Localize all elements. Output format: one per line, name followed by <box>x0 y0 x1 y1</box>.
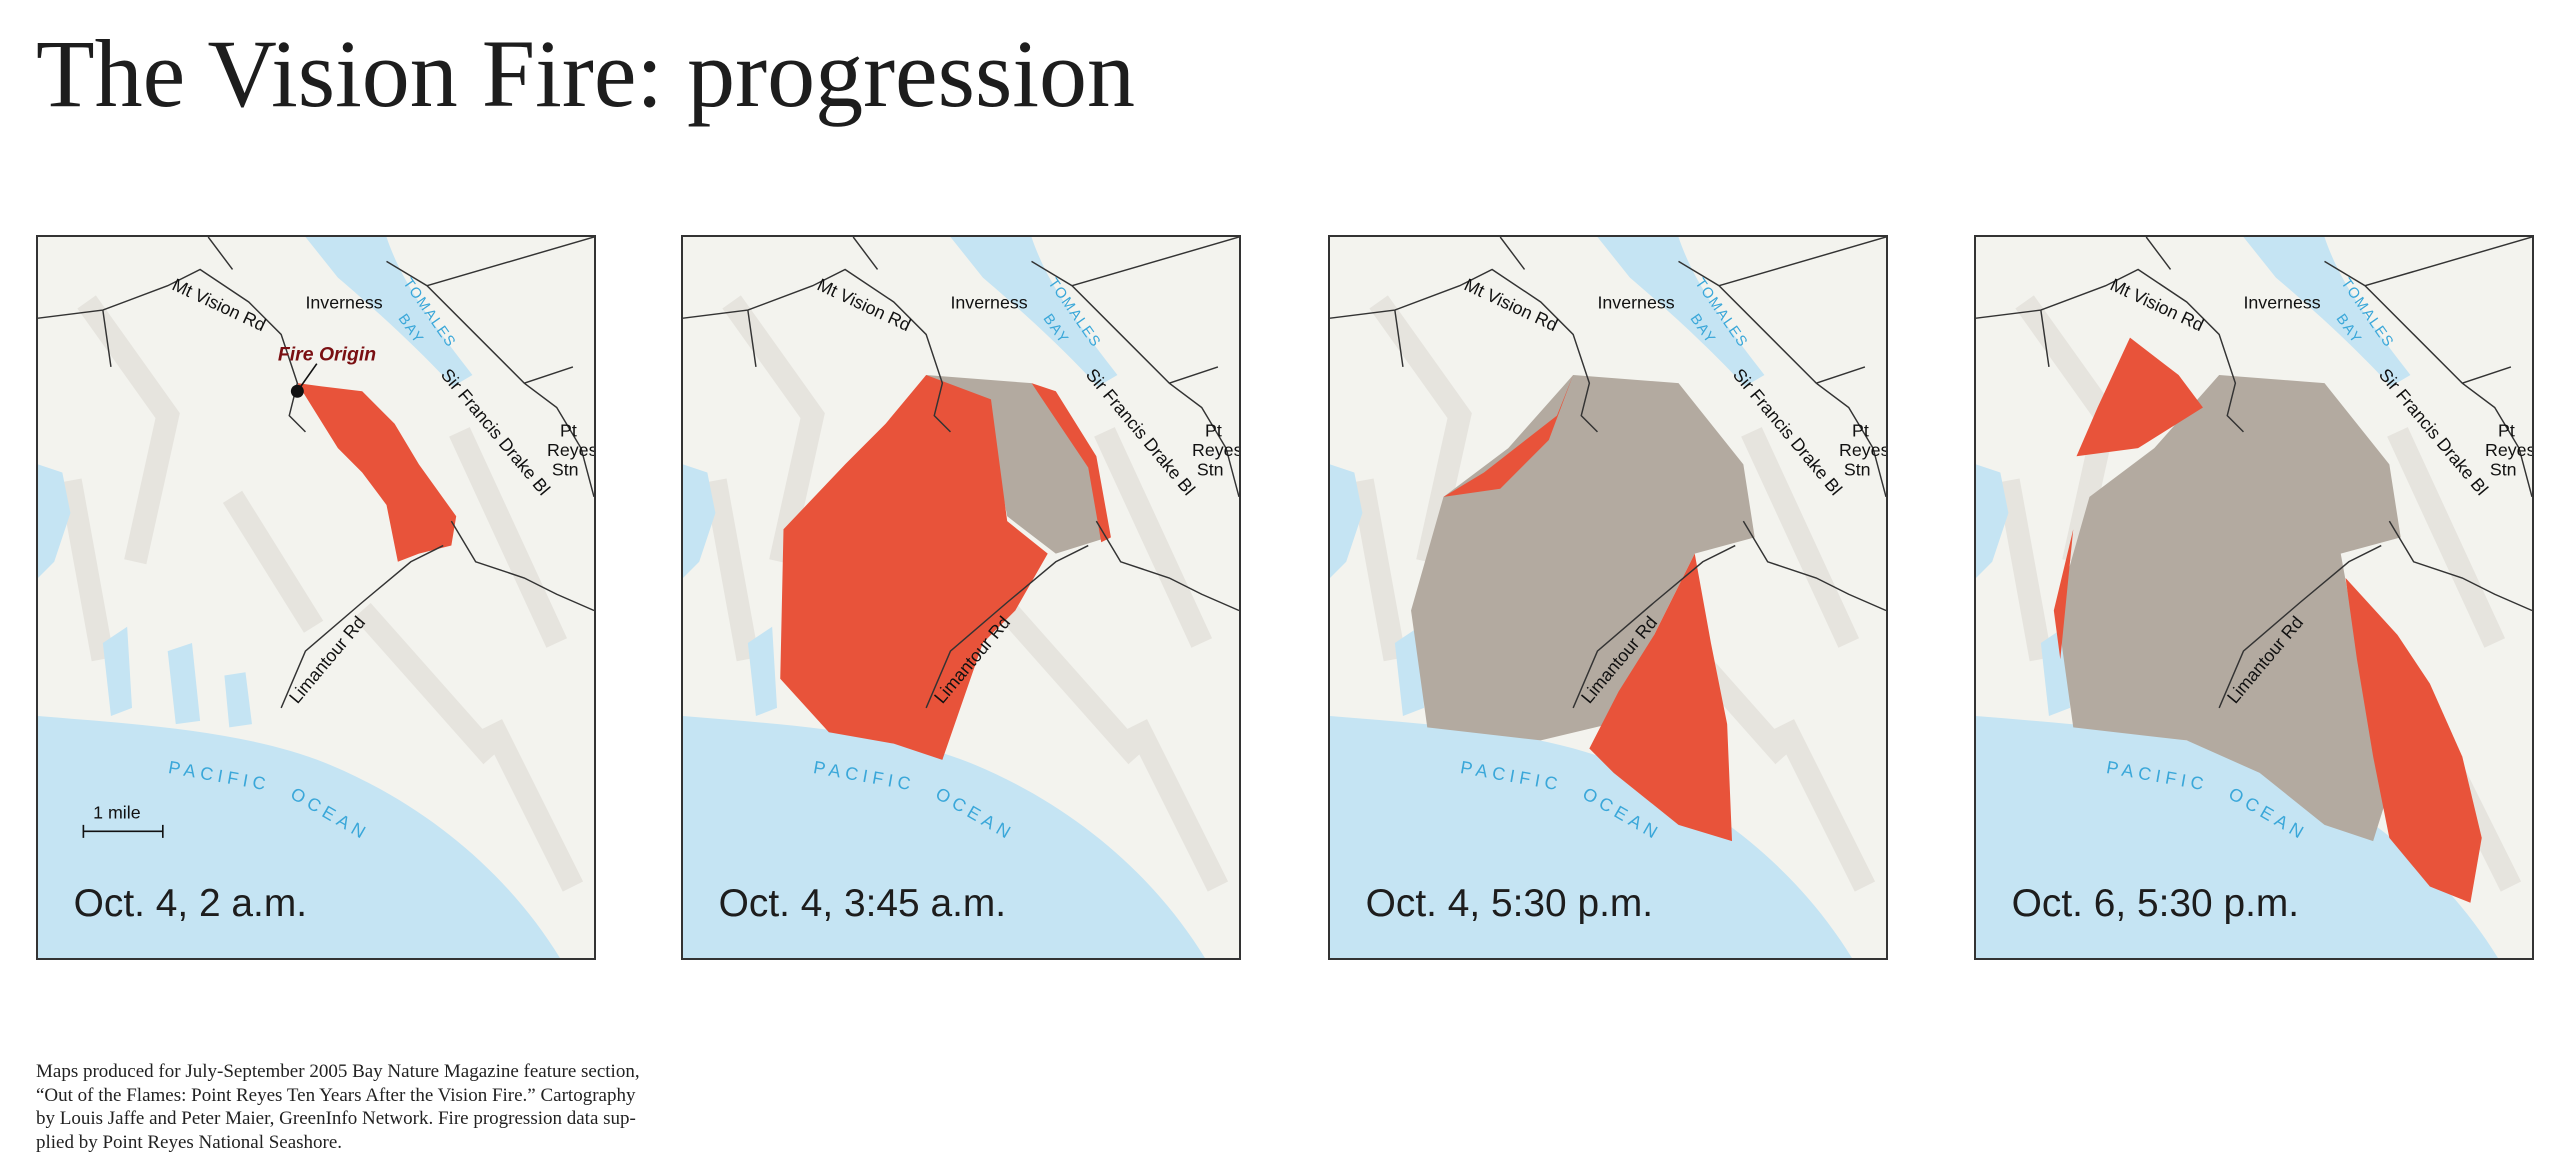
active-fire <box>2076 337 2203 457</box>
place-label: Stn <box>2490 460 2517 480</box>
place-label: Inverness <box>950 292 1027 312</box>
map-panel: Mt Vision Rd Inverness TOMALES BAY Sir Franc… <box>681 235 1241 960</box>
active-fire <box>2345 578 2482 903</box>
map-panel: Mt Vision Rd Inverness TOMALES BAY Sir Franc… <box>1974 235 2534 960</box>
place-label: Reyes <box>1839 440 1886 460</box>
scale-bar <box>82 824 164 838</box>
place-label: Stn <box>1197 460 1224 480</box>
place-label: Stn <box>552 460 579 480</box>
title: The Vision Fire: progression <box>36 20 1136 127</box>
roads <box>38 237 594 709</box>
place-label: Pt <box>560 421 577 441</box>
map-date: Oct. 4, 5:30 p.m. <box>1366 882 1653 925</box>
active-fire <box>1589 553 1733 842</box>
map-panel: Mt Vision Rd Inverness TOMALES BAY Sir Franc… <box>1328 235 1888 960</box>
place-label: Reyes <box>2485 440 2532 460</box>
map-date: Oct. 6, 5:30 p.m. <box>2012 882 2299 925</box>
roads <box>1330 237 1886 709</box>
map-panel: Mt Vision Rd Inverness TOMALES BAY Sir Franc… <box>36 235 596 960</box>
place-label: Reyes <box>547 440 594 460</box>
tomales-bay <box>305 237 473 387</box>
place-label: Pt <box>1205 421 1222 441</box>
roads <box>1976 237 2532 709</box>
map-date: Oct. 4, 3:45 a.m. <box>719 882 1006 925</box>
burned-area <box>2057 375 2401 842</box>
estero <box>38 464 252 728</box>
tomales-bay <box>1597 237 1765 387</box>
burned-area <box>926 375 1108 554</box>
fire-origin <box>290 384 304 398</box>
roads <box>683 237 1239 709</box>
place-label: Inverness <box>305 292 382 312</box>
tomales-bay <box>950 237 1118 387</box>
tomales-bay <box>2243 237 2411 387</box>
ocean <box>683 716 1205 958</box>
active-fire <box>2053 529 2074 660</box>
active-fire <box>297 383 457 562</box>
footnote-line: by Louis Jaffe and Peter Maier, GreenInf… <box>36 1108 636 1129</box>
footnote-line: plied by Point Reyes National Seashore. <box>36 1131 343 1153</box>
ocean <box>1976 716 2498 958</box>
place-label: Pt <box>2498 421 2515 441</box>
relief <box>59 295 584 892</box>
place-label: Inverness <box>2243 292 2320 312</box>
footnote: Maps produced for July-September 2005 Ba… <box>36 1060 640 1154</box>
active-fire <box>1031 383 1111 543</box>
ocean <box>1330 716 1852 958</box>
place-label: Reyes <box>1192 440 1239 460</box>
origin-label: Fire Origin <box>278 343 376 365</box>
place-label: Stn <box>1844 460 1871 480</box>
scale-label: 1 mile <box>93 802 141 822</box>
active-fire <box>780 375 1048 760</box>
place-label: Inverness <box>1597 292 1674 312</box>
place-label: Pt <box>1852 421 1869 441</box>
footnote-line: Maps produced for July-September 2005 Ba… <box>36 1061 640 1082</box>
ocean <box>38 716 560 958</box>
footnote-line: “Out of the Flames: Point Reyes Ten Year… <box>36 1084 636 1106</box>
active-fire <box>1443 375 1574 497</box>
map-date: Oct. 4, 2 a.m. <box>74 882 307 925</box>
